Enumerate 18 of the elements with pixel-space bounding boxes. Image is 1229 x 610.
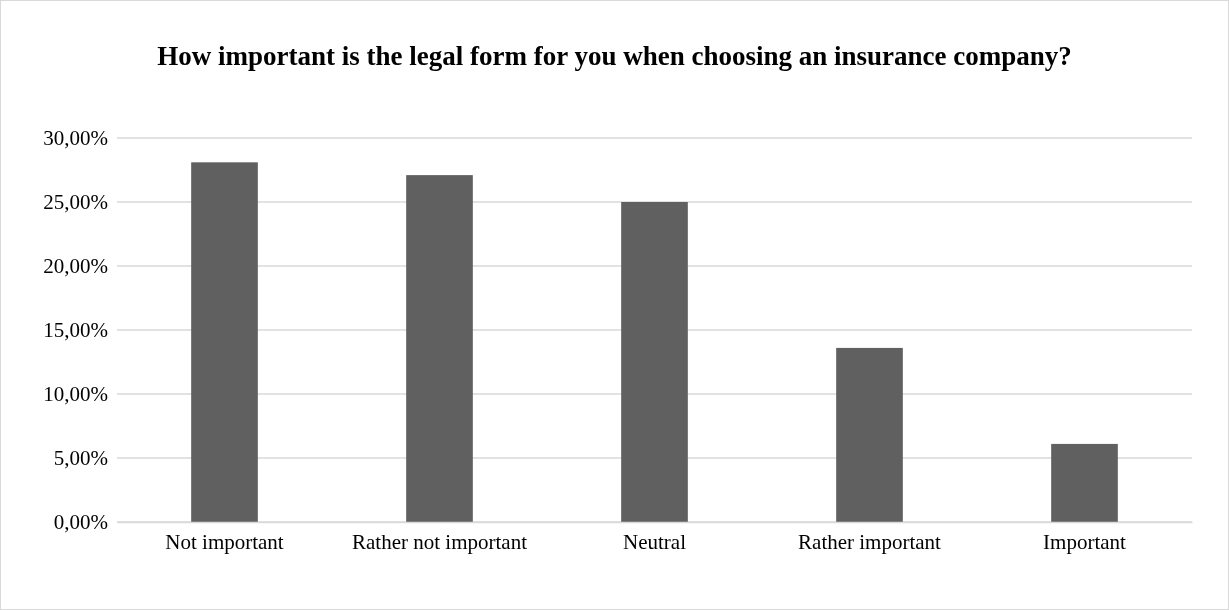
bar — [836, 347, 903, 522]
y-tick-label: 10,00% — [43, 382, 108, 407]
bar — [406, 175, 473, 522]
y-tick-label: 25,00% — [43, 190, 108, 215]
bar — [1051, 443, 1118, 522]
y-tick-label: 5,00% — [53, 446, 108, 471]
x-tick-label: Rather important — [798, 529, 942, 554]
bar — [191, 162, 258, 522]
y-tick-label: 30,00% — [43, 126, 108, 151]
y-tick-label: 20,00% — [43, 254, 108, 279]
x-tick-label: Neutral — [623, 529, 687, 554]
chart-title: How important is the legal form for you when choosing an insurance company? — [157, 41, 1072, 71]
bar — [621, 202, 688, 522]
y-tick-label: 0,00% — [53, 510, 108, 535]
x-tick-label: Rather not important — [352, 529, 528, 554]
x-tick-label: Important — [1043, 529, 1127, 554]
x-tick-label: Not important — [165, 529, 284, 554]
y-tick-label: 15,00% — [43, 318, 108, 343]
